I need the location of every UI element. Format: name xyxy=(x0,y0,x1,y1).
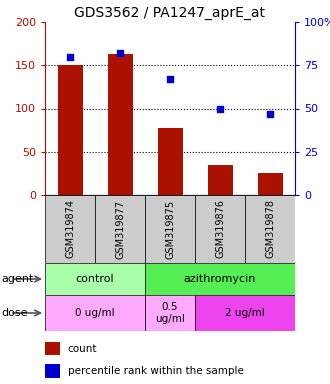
Bar xyxy=(45,295,145,331)
Text: GSM319878: GSM319878 xyxy=(265,200,275,258)
Text: control: control xyxy=(76,274,114,284)
Bar xyxy=(195,195,245,263)
Text: GSM319877: GSM319877 xyxy=(115,199,125,258)
Bar xyxy=(95,195,145,263)
Bar xyxy=(157,127,182,195)
Bar xyxy=(45,195,95,263)
Text: 0.5
ug/ml: 0.5 ug/ml xyxy=(155,302,185,324)
Bar xyxy=(45,364,60,378)
Bar xyxy=(57,65,82,195)
Bar xyxy=(245,195,295,263)
Bar xyxy=(195,295,295,331)
Point xyxy=(267,111,273,117)
Text: GSM319874: GSM319874 xyxy=(65,200,75,258)
Text: agent: agent xyxy=(2,274,34,284)
Point xyxy=(167,76,173,82)
Title: GDS3562 / PA1247_aprE_at: GDS3562 / PA1247_aprE_at xyxy=(75,6,266,20)
Text: 2 ug/ml: 2 ug/ml xyxy=(225,308,265,318)
Point xyxy=(67,53,73,60)
Text: dose: dose xyxy=(2,308,28,318)
Text: percentile rank within the sample: percentile rank within the sample xyxy=(68,366,244,376)
Text: azithromycin: azithromycin xyxy=(184,274,256,284)
Bar xyxy=(145,195,195,263)
Bar xyxy=(257,172,282,195)
Bar xyxy=(45,263,145,295)
Text: 0 ug/ml: 0 ug/ml xyxy=(75,308,115,318)
Bar xyxy=(45,342,60,355)
Bar xyxy=(108,54,133,195)
Text: GSM319876: GSM319876 xyxy=(215,200,225,258)
Text: GSM319875: GSM319875 xyxy=(165,199,175,258)
Point xyxy=(117,50,123,56)
Point xyxy=(217,106,223,112)
Text: count: count xyxy=(68,344,97,354)
Bar xyxy=(145,295,195,331)
Bar xyxy=(208,165,233,195)
Bar xyxy=(145,263,295,295)
